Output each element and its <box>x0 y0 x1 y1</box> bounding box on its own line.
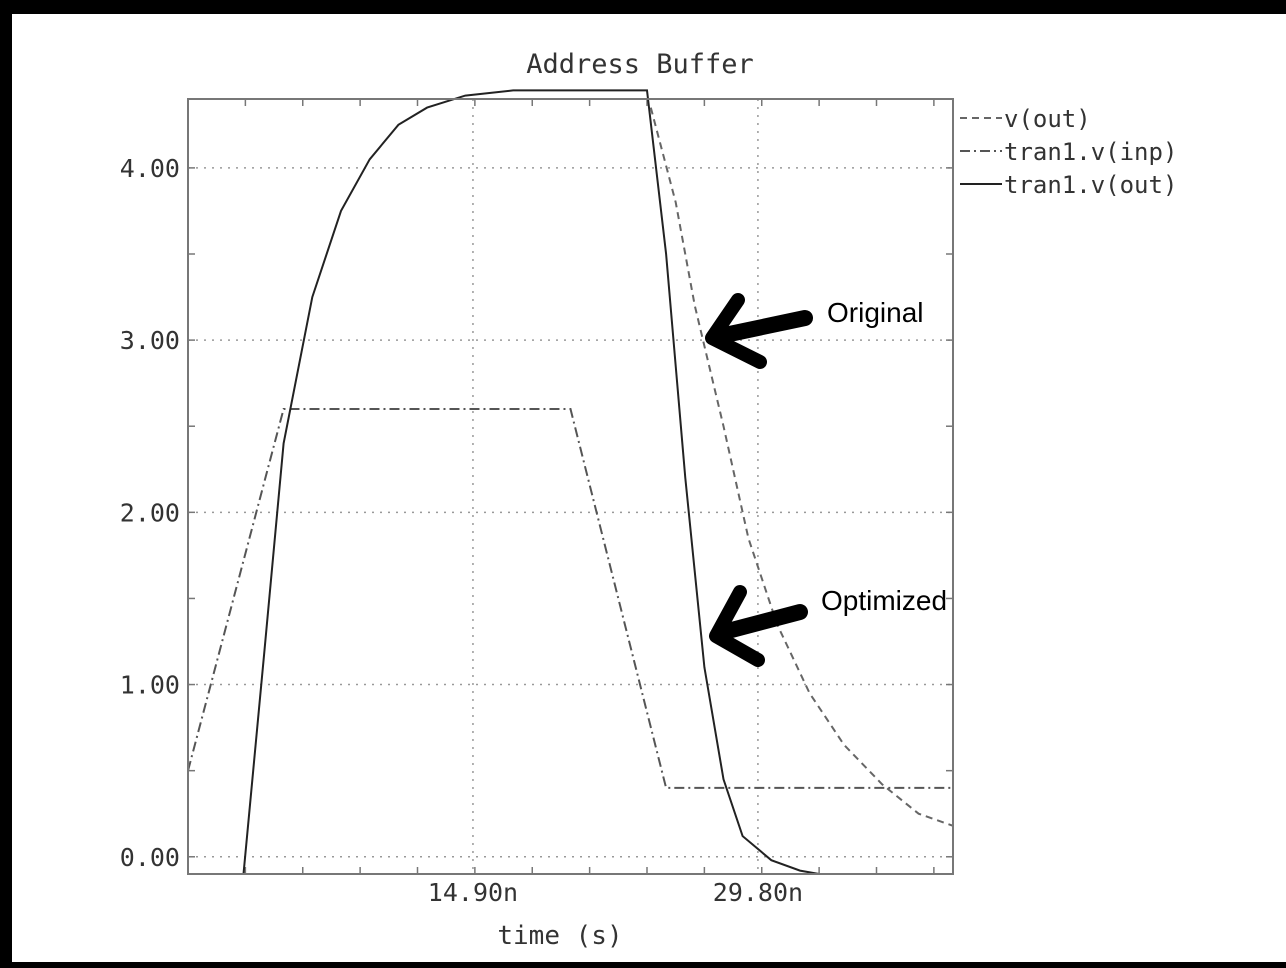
legend: v(out) tran1.v(inp) tran1.v(out) <box>960 105 1177 199</box>
x-axis-label: time (s) <box>497 921 622 951</box>
y-tick-label: 1.00 <box>120 671 180 700</box>
tick-marks <box>188 99 953 874</box>
legend-label: tran1.v(out) <box>1004 171 1177 199</box>
arrowhead-icon <box>709 585 765 667</box>
plot-area <box>187 98 954 875</box>
x-tick-labels: 14.90n 29.80n <box>428 878 803 907</box>
chart-title: Address Buffer <box>526 49 754 80</box>
arrowhead-icon <box>705 293 767 369</box>
annotation-optimized-label: Optimized <box>821 585 947 616</box>
series-line <box>242 89 820 875</box>
series-layer <box>187 89 954 875</box>
series-line <box>649 107 954 827</box>
grid <box>188 99 953 874</box>
annotation-original: Original <box>705 293 923 369</box>
arrow-icon <box>716 604 808 640</box>
y-tick-label: 0.00 <box>120 843 180 872</box>
y-tick-labels: 0.00 1.00 2.00 3.00 4.00 <box>120 154 180 872</box>
series-line <box>187 408 953 789</box>
x-tick-label: 14.90n <box>428 878 518 907</box>
legend-label: tran1.v(inp) <box>1004 138 1177 166</box>
annotation-original-label: Original <box>827 297 923 328</box>
y-tick-label: 2.00 <box>120 498 180 527</box>
x-tick-label: 29.80n <box>713 878 803 907</box>
arrow-icon <box>712 310 813 344</box>
y-tick-label: 4.00 <box>120 154 180 183</box>
annotation-optimized: Optimized <box>709 585 947 667</box>
legend-label: v(out) <box>1004 105 1091 133</box>
y-tick-label: 3.00 <box>120 326 180 355</box>
